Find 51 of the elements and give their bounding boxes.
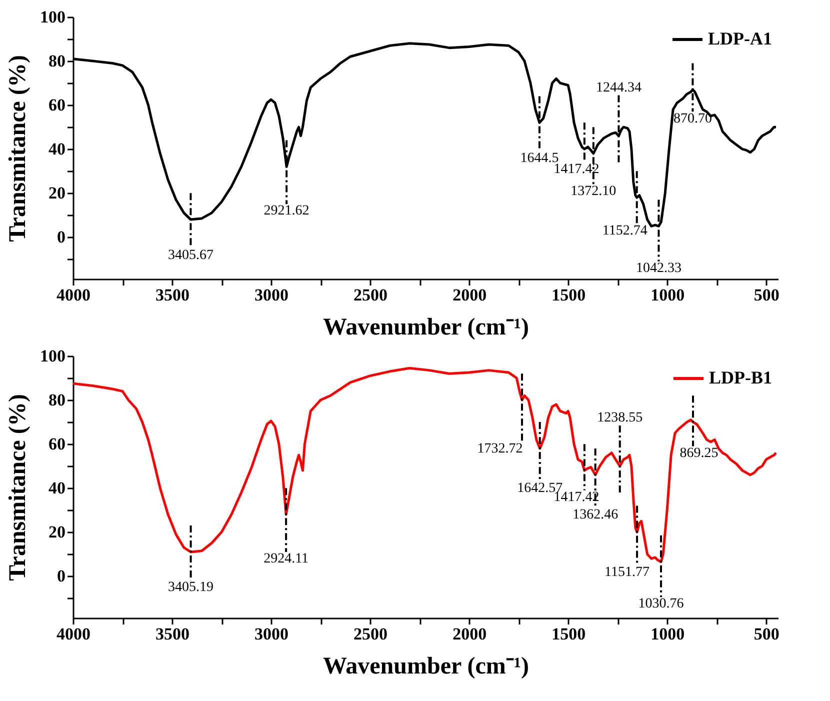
x-tick-label: 2000 bbox=[452, 286, 487, 304]
annotation: 1372.10 bbox=[570, 184, 616, 199]
annotation: 2924.11 bbox=[264, 552, 309, 567]
annotation: 1042.33 bbox=[636, 260, 682, 276]
x-tick-label: 1500 bbox=[552, 624, 586, 644]
x-tick-label: 500 bbox=[754, 624, 780, 644]
annotation: 1417.42 bbox=[554, 162, 600, 177]
x-tick-label: 3000 bbox=[254, 624, 289, 644]
annotation: 3405.67 bbox=[168, 248, 214, 263]
annotation: 1152.74 bbox=[602, 224, 648, 239]
x-tick-label: 1000 bbox=[650, 286, 685, 304]
y-tick-label: 40 bbox=[48, 140, 66, 159]
line-series bbox=[72, 366, 778, 564]
x-tick-label: 500 bbox=[754, 286, 780, 304]
x-tick-label: 2500 bbox=[354, 624, 388, 644]
y-tick-label: 20 bbox=[48, 522, 66, 542]
y-tick-label: 20 bbox=[48, 184, 66, 203]
y-tick-label: 80 bbox=[48, 390, 66, 410]
annotation: 870.70 bbox=[673, 111, 712, 126]
x-tick-label: 3000 bbox=[254, 286, 289, 304]
y-tick-label: 0 bbox=[57, 566, 66, 586]
x-axis-title: Wavenumber (cm⁻¹) bbox=[322, 654, 530, 680]
x-tick-label: 4000 bbox=[56, 286, 90, 304]
x-tick-label: 3500 bbox=[156, 624, 190, 644]
x-tick-label: 4000 bbox=[56, 624, 90, 644]
y-tick-label: 100 bbox=[40, 346, 66, 366]
annotation: 3405.19 bbox=[168, 580, 214, 596]
annotation: 1238.55 bbox=[597, 410, 643, 426]
y-axis-title: Transmitance (%) bbox=[5, 55, 31, 242]
legend-label: LDP-B1 bbox=[709, 368, 772, 388]
y-tick-label: 60 bbox=[48, 434, 66, 454]
annotation: 1151.77 bbox=[604, 564, 650, 580]
x-tick-label: 3500 bbox=[156, 286, 190, 304]
y-tick-label: 40 bbox=[48, 478, 66, 498]
x-axis-title: Wavenumber (cm⁻¹) bbox=[322, 314, 530, 340]
annotation: 1030.76 bbox=[638, 596, 684, 612]
annotation: 1244.34 bbox=[596, 80, 642, 96]
legend-label: LDP-A1 bbox=[708, 28, 772, 48]
annotation: 2921.62 bbox=[264, 204, 310, 219]
x-tick-label: 1500 bbox=[552, 286, 586, 304]
annotation: 1362.46 bbox=[572, 508, 618, 523]
y-tick-label: 100 bbox=[40, 8, 66, 26]
annotation: 1732.72 bbox=[477, 441, 523, 456]
annotation: 869.25 bbox=[680, 446, 718, 461]
y-tick-label: 60 bbox=[48, 96, 66, 115]
y-tick-label: 0 bbox=[57, 228, 66, 247]
x-tick-label: 1000 bbox=[650, 624, 685, 644]
x-tick-label: 2000 bbox=[452, 624, 487, 644]
y-axis-title: Transmitance (%) bbox=[5, 394, 31, 581]
y-tick-label: 80 bbox=[48, 52, 66, 71]
x-tick-label: 2500 bbox=[354, 286, 388, 304]
